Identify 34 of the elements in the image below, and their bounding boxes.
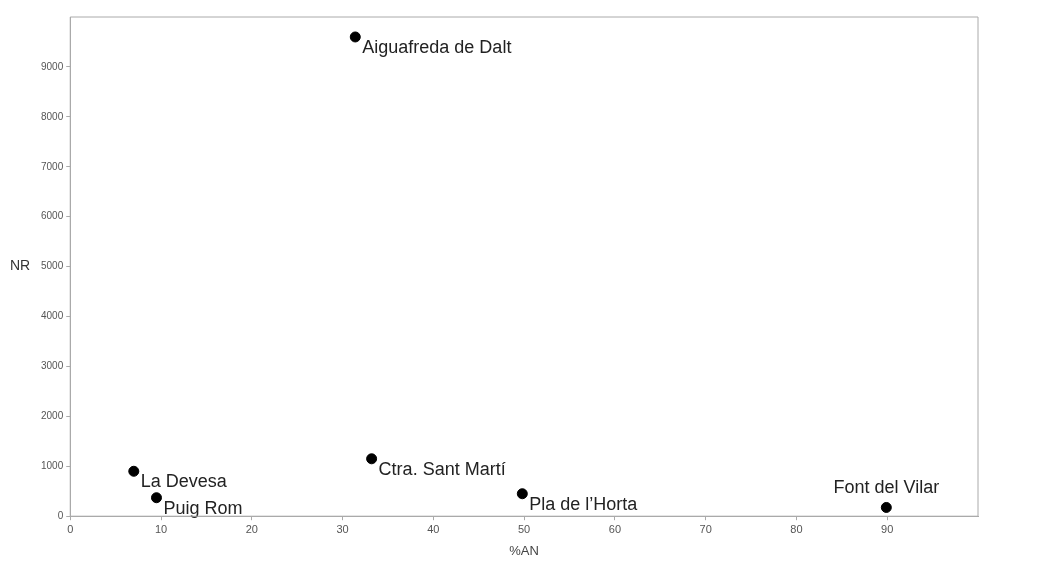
y-tick-label: 5000 xyxy=(41,260,64,272)
point xyxy=(128,465,140,477)
annotation: Ctra. Sant Martí xyxy=(378,458,506,479)
x-tick-label: 10 xyxy=(154,522,168,535)
x-tick-label: 40 xyxy=(427,522,440,535)
point xyxy=(880,501,892,513)
annotation: La Devesa xyxy=(140,471,228,492)
x-tick-label: 30 xyxy=(336,522,349,535)
point xyxy=(150,492,162,504)
y-axis-title: NR xyxy=(10,257,31,274)
x-tick-label: 20 xyxy=(245,522,258,535)
y-tick-label: 6000 xyxy=(41,210,64,222)
x-tick-label: 0 xyxy=(67,522,74,535)
y-tick-label: 4000 xyxy=(41,310,64,322)
x-tick-label: 50 xyxy=(518,522,531,535)
y-tick-label: 3000 xyxy=(41,360,64,372)
y-tick-label: 7000 xyxy=(41,160,64,172)
annotation: Pla de l’Horta xyxy=(529,493,639,514)
point xyxy=(516,488,528,500)
point xyxy=(366,453,378,465)
x-tick-label: 90 xyxy=(881,522,894,535)
x-axis-title: %AN xyxy=(509,542,539,558)
y-tick-label: 2000 xyxy=(41,410,64,422)
point xyxy=(349,31,361,43)
y-tick-label: 9000 xyxy=(41,60,64,72)
y-tick-label: 0 xyxy=(57,509,64,521)
y-tick-label: 1000 xyxy=(41,460,64,472)
x-tick-label: 70 xyxy=(699,522,712,535)
annotation: Puig Rom xyxy=(163,497,243,518)
y-tick-label: 8000 xyxy=(41,110,64,122)
x-tick-label: 80 xyxy=(790,522,803,535)
annotation: Font del Vilar xyxy=(833,477,940,498)
annotation: Aiguafreda de Dalt xyxy=(362,36,512,57)
x-tick-label: 60 xyxy=(608,522,622,535)
